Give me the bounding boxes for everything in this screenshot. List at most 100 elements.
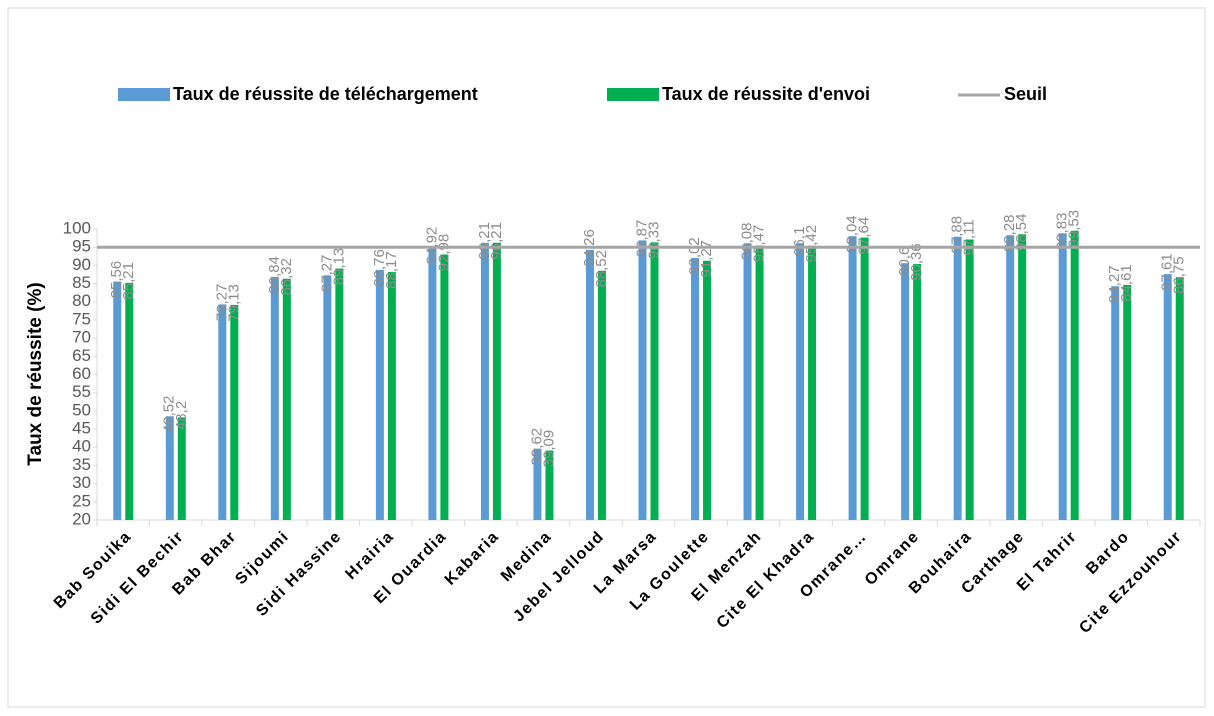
value-label: 39,09 (540, 430, 557, 468)
y-tick-label: 55 (72, 382, 91, 401)
y-tick-label: 20 (72, 509, 91, 528)
bar (177, 417, 186, 520)
bar (1175, 277, 1184, 520)
y-tick-label: 75 (72, 309, 91, 328)
value-label: 79,27 (213, 284, 230, 322)
y-tick-label: 25 (72, 491, 91, 510)
y-tick-label: 50 (72, 400, 91, 419)
y-tick-label: 65 (72, 346, 91, 365)
value-label: 79,13 (225, 284, 242, 322)
value-label: 98,54 (1013, 214, 1030, 252)
bar (848, 236, 857, 520)
bar (860, 237, 869, 520)
bar (480, 242, 489, 520)
value-label: 95,42 (803, 225, 820, 263)
value-label: 96,08 (739, 222, 756, 260)
value-label: 97,11 (961, 219, 978, 255)
bar (218, 304, 227, 520)
bar (533, 448, 542, 520)
bar (113, 281, 122, 520)
chart-border (7, 7, 1206, 708)
bar (428, 247, 437, 520)
bar (913, 264, 922, 520)
y-tick-label: 95 (72, 237, 91, 256)
value-label: 85,21 (120, 262, 137, 300)
value-label: 86,32 (278, 258, 295, 296)
value-label: 84,27 (1106, 265, 1123, 303)
y-tick-label: 85 (72, 273, 91, 292)
value-label: 98,83 (1054, 212, 1071, 250)
value-label: 95,47 (751, 225, 768, 263)
bar (270, 276, 279, 520)
bar (1070, 230, 1079, 520)
value-label: 96,21 (488, 222, 505, 260)
bar (230, 304, 239, 520)
legend-swatch (607, 88, 659, 101)
bar (755, 245, 764, 520)
y-tick-label: 45 (72, 419, 91, 438)
bar (965, 239, 974, 520)
bar (650, 242, 659, 521)
bar (387, 272, 396, 520)
value-label: 87,27 (318, 255, 335, 293)
legend-label: Seuil (1004, 84, 1047, 104)
bar (282, 278, 291, 520)
y-tick-label: 30 (72, 473, 91, 492)
value-label: 88,17 (383, 251, 400, 289)
value-label: 99,53 (1066, 210, 1083, 248)
value-label: 48,2 (173, 401, 190, 430)
bar (585, 249, 594, 520)
value-label: 97,64 (856, 217, 873, 255)
bar (1111, 286, 1120, 520)
value-label: 39,62 (528, 428, 545, 466)
value-label: 87,61 (1159, 253, 1176, 291)
y-tick-label: 60 (72, 364, 91, 383)
legend-label: Taux de réussite de téléchargement (173, 84, 478, 104)
value-label: 84,61 (1118, 264, 1135, 302)
bar (597, 270, 606, 520)
y-tick-label: 35 (72, 455, 91, 474)
value-label: 88,52 (593, 250, 610, 288)
legend-label: Taux de réussite d'envoi (662, 84, 870, 104)
bar (1123, 284, 1132, 520)
value-label: 92,98 (435, 234, 452, 272)
value-label: 98,28 (1001, 214, 1018, 252)
value-label: 97,88 (949, 216, 966, 254)
legend-swatch (118, 88, 170, 101)
bar (953, 236, 962, 521)
bar (440, 254, 449, 520)
value-label: 86,75 (1171, 256, 1188, 294)
y-axis-label: Taux de réussite (%) (25, 282, 46, 465)
bar (743, 243, 752, 520)
value-label: 96,21 (476, 222, 493, 260)
bar (1163, 274, 1172, 520)
value-label: 90,6 (896, 247, 913, 276)
bar (335, 268, 344, 520)
y-tick-label: 40 (72, 437, 91, 456)
bar (492, 242, 501, 520)
bar (1018, 234, 1027, 521)
bar (1058, 233, 1067, 521)
value-label: 96,33 (645, 222, 662, 260)
bar (703, 260, 712, 520)
y-tick-label: 70 (72, 328, 91, 347)
bar (375, 269, 384, 520)
bar (808, 245, 817, 521)
bar (125, 282, 134, 520)
bar (901, 263, 910, 520)
value-label: 86,84 (266, 256, 283, 294)
bar (165, 416, 174, 520)
bar (691, 258, 700, 520)
bar (1006, 235, 1015, 520)
y-tick-label: 80 (72, 291, 91, 310)
value-label: 91,27 (698, 240, 715, 278)
value-label: 90,36 (908, 243, 925, 281)
y-tick-label: 100 (63, 218, 91, 237)
bar (638, 240, 647, 520)
value-label: 48,52 (161, 395, 178, 433)
value-label: 88,76 (371, 249, 388, 287)
bar (545, 450, 554, 520)
bar (796, 243, 805, 520)
value-label: 98,04 (844, 215, 861, 253)
